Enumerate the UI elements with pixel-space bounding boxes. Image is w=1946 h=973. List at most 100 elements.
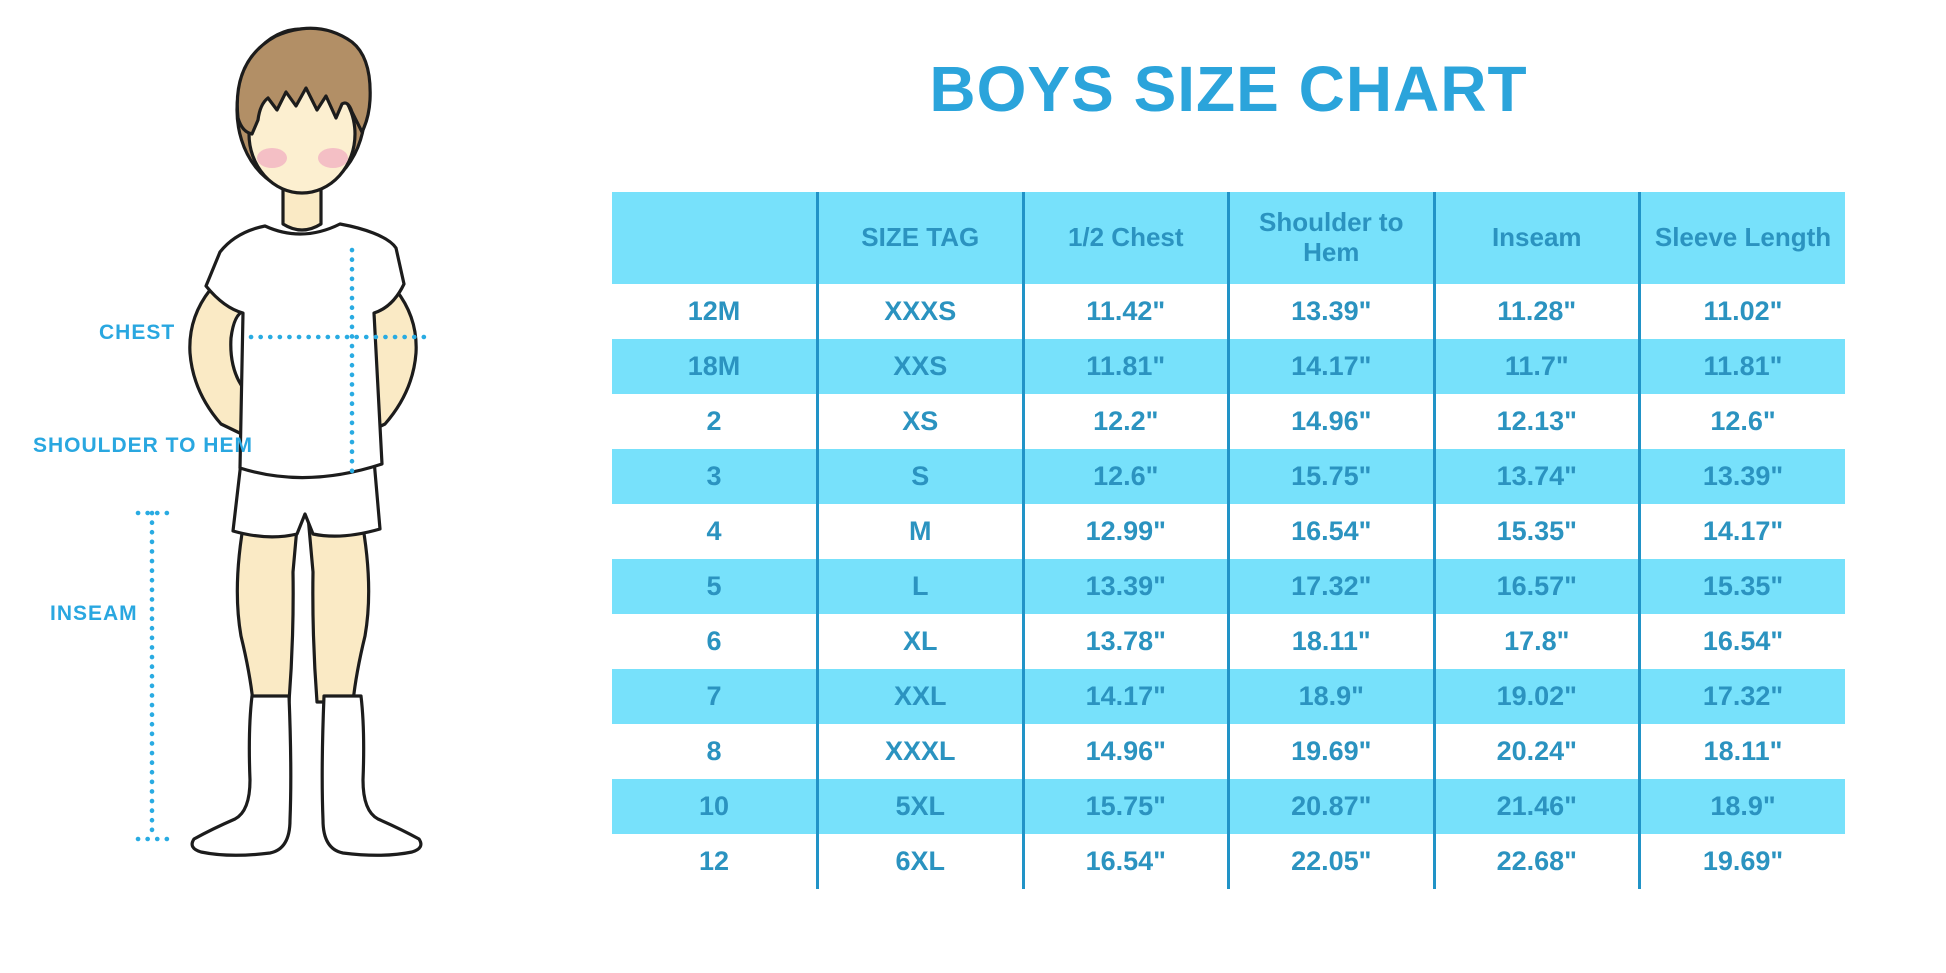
cell-shoulder_to_hem: 15.75" [1227,449,1434,504]
table-row: 2 XS 12.2" 14.96" 12.13" 12.6" [612,394,1845,449]
table-row: 5 L 13.39" 17.32" 16.57" 15.35" [612,559,1845,614]
left-sock [190,694,293,857]
cell-shoulder_to_hem: 14.17" [1227,339,1434,394]
size-table-container: SIZE TAG 1/2 Chest Shoulder to Hem Insea… [612,192,1845,889]
cell-sleeve_length: 11.02" [1638,284,1845,339]
header-size-tag: SIZE TAG [816,192,1023,284]
header-shoulder-to-hem: Shoulder to Hem [1227,192,1434,284]
cell-half_chest: 12.6" [1021,449,1229,504]
cell-size: 3 [706,461,722,491]
size-table: SIZE TAG 1/2 Chest Shoulder to Hem Insea… [612,192,1845,889]
cell-inseam: 22.68" [1432,834,1640,889]
table-body: 12M XXXS 11.42" 13.39" 11.28" 11.02" 18M XXS 11.… [612,284,1845,889]
shoulder-to-hem-label: SHOULDER TO HEM [33,434,253,457]
cell-size: 6 [706,626,722,656]
cell-size_tag: XS [816,394,1023,449]
cell-half_chest: 14.17" [1021,669,1229,724]
table-row: 7 XXL 14.17" 18.9" 19.02" 17.32" [612,669,1845,724]
table-row: 12M XXXS 11.42" 13.39" 11.28" 11.02" [612,284,1845,339]
chest-label: CHEST [99,321,176,344]
cell-size: 12M [687,296,741,326]
cell-size_tag: 5XL [816,779,1023,834]
cell-inseam: 16.57" [1432,559,1640,614]
table-header-row: SIZE TAG 1/2 Chest Shoulder to Hem Insea… [612,192,1845,284]
cell-size_tag: M [816,504,1023,559]
cell-shoulder_to_hem: 14.96" [1227,394,1434,449]
cell-size: 8 [706,736,722,766]
cell-half_chest: 11.81" [1021,339,1229,394]
cell-sleeve_length: 14.17" [1638,504,1845,559]
cell-sleeve_length: 13.39" [1638,449,1845,504]
cell-half_chest: 12.99" [1021,504,1229,559]
cell-half_chest: 14.96" [1021,724,1229,779]
cell-sleeve_length: 18.9" [1638,779,1845,834]
cell-shoulder_to_hem: 18.11" [1227,614,1434,669]
cell-half_chest: 16.54" [1021,834,1229,889]
cell-size_tag: XL [816,614,1023,669]
cell-size_tag: S [816,449,1023,504]
cell-size_tag: XXXL [816,724,1023,779]
cell-half_chest: 11.42" [1021,284,1229,339]
cell-inseam: 12.13" [1432,394,1640,449]
left-leg [235,514,300,704]
cell-inseam: 15.35" [1432,504,1640,559]
cell-shoulder_to_hem: 13.39" [1227,284,1434,339]
cell-size_tag: 6XL [816,834,1023,889]
t-shirt [204,222,406,480]
cell-half_chest: 13.78" [1021,614,1229,669]
cell-shoulder_to_hem: 16.54" [1227,504,1434,559]
cell-size_tag: XXL [816,669,1023,724]
header-inseam: Inseam [1432,192,1640,284]
cell-shoulder_to_hem: 17.32" [1227,559,1434,614]
right-leg [306,514,371,704]
table-row: 10 5XL 15.75" 20.87" 21.46" 18.9" [612,779,1845,834]
cell-inseam: 21.46" [1432,779,1640,834]
cell-sleeve_length: 16.54" [1638,614,1845,669]
cell-size: 18M [687,351,741,381]
cell-inseam: 19.02" [1432,669,1640,724]
right-sock [320,694,423,857]
cell-shoulder_to_hem: 18.9" [1227,669,1434,724]
cell-size_tag: XXXS [816,284,1023,339]
inseam-label: INSEAM [50,602,138,625]
cell-inseam: 11.28" [1432,284,1640,339]
table-row: 6 XL 13.78" 18.11" 17.8" 16.54" [612,614,1845,669]
cell-size: 2 [706,406,722,436]
table-row: 12 6XL 16.54" 22.05" 22.68" 19.69" [612,834,1845,889]
cell-inseam: 20.24" [1432,724,1640,779]
header-half-chest: 1/2 Chest [1021,192,1229,284]
boy-figure-svg [135,26,428,857]
boy-illustration: CHEST SHOULDER TO HEM INSEAM [0,0,560,973]
cell-size: 10 [698,791,730,821]
table-row: 3 S 12.6" 15.75" 13.74" 13.39" [612,449,1845,504]
table-row: 18M XXS 11.81" 14.17" 11.7" 11.81" [612,339,1845,394]
right-blush [318,148,348,168]
table-row: 8 XXXL 14.96" 19.69" 20.24" 18.11" [612,724,1845,779]
cell-half_chest: 15.75" [1021,779,1229,834]
cell-size_tag: XXS [816,339,1023,394]
header-sleeve-length: Sleeve Length [1638,192,1845,284]
cell-size_tag: L [816,559,1023,614]
cell-sleeve_length: 11.81" [1638,339,1845,394]
page-title: BOYS SIZE CHART [929,53,1528,125]
cell-shoulder_to_hem: 19.69" [1227,724,1434,779]
cell-sleeve_length: 12.6" [1638,394,1845,449]
cell-size: 5 [706,571,722,601]
cell-size: 12 [698,846,730,876]
cell-sleeve_length: 18.11" [1638,724,1845,779]
cell-inseam: 13.74" [1432,449,1640,504]
table-header: SIZE TAG 1/2 Chest Shoulder to Hem Insea… [612,192,1845,284]
cell-sleeve_length: 15.35" [1638,559,1845,614]
header-size [612,192,818,284]
cell-inseam: 17.8" [1432,614,1640,669]
cell-shoulder_to_hem: 20.87" [1227,779,1434,834]
cell-size: 7 [706,681,722,711]
table-row: 4 M 12.99" 16.54" 15.35" 14.17" [612,504,1845,559]
cell-sleeve_length: 19.69" [1638,834,1845,889]
cell-size: 4 [706,516,722,546]
cell-shoulder_to_hem: 22.05" [1227,834,1434,889]
cell-half_chest: 12.2" [1021,394,1229,449]
cell-sleeve_length: 17.32" [1638,669,1845,724]
left-blush [257,148,287,168]
cell-inseam: 11.7" [1432,339,1640,394]
